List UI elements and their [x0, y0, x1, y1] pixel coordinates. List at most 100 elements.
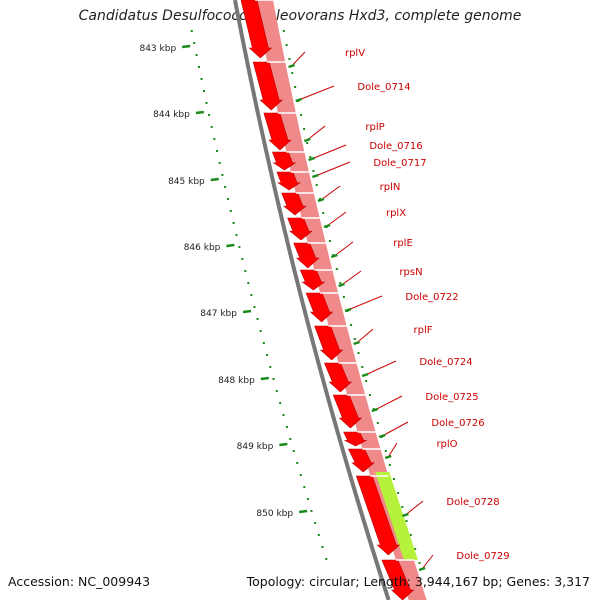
cds-arrow[interactable] [314, 325, 344, 361]
ruler-tick [279, 442, 288, 447]
ruler-tick-label: 849 kbp [237, 442, 274, 452]
ruler-dot [262, 342, 265, 344]
ruler-dot [279, 402, 282, 404]
ruler-dot-outer [328, 240, 331, 242]
ruler-dot [250, 294, 253, 296]
gene-label-leader [347, 295, 383, 311]
highlighted-gene[interactable] [375, 472, 418, 560]
ruler-dot [218, 162, 221, 164]
gene-label[interactable]: rplP [365, 122, 384, 133]
ruler-dot-outer [392, 478, 395, 480]
gene-marker-tick [402, 512, 409, 518]
ruler-tick [226, 243, 235, 248]
ruler-dot [224, 186, 227, 188]
gene-label-leader [364, 360, 397, 376]
gene-label-leader [320, 185, 341, 201]
ruler-dot [235, 234, 238, 236]
ruler-dot-outer [312, 170, 315, 172]
ruler-tick-label: 843 kbp [139, 44, 176, 54]
ruler-tick-label: 848 kbp [218, 376, 255, 386]
gene-marker-tick [344, 307, 352, 313]
cds-arrow[interactable] [281, 192, 307, 216]
gene-label[interactable]: Dole_0728 [446, 497, 499, 508]
ruler-dot [306, 498, 309, 500]
gene-label[interactable]: rpsN [399, 267, 422, 278]
cds-arrow[interactable] [305, 292, 334, 323]
gene-label[interactable]: rplE [393, 238, 413, 249]
ruler-tick [242, 309, 252, 314]
ruler-dot-outer [282, 30, 285, 32]
cds-arrow[interactable] [299, 269, 326, 291]
ruler-tick-label: 844 kbp [153, 110, 190, 120]
ruler-dot [266, 354, 269, 356]
accession-text: Accession: NC_009943 [8, 574, 151, 589]
ruler-dot [232, 222, 235, 224]
ruler-dot-outer [388, 464, 391, 466]
cds-arrow[interactable] [381, 559, 415, 600]
gene-label-leader [374, 395, 403, 411]
gene-marker-tick [288, 63, 296, 69]
ruler-dot [208, 114, 211, 116]
ruler-dot-outer [291, 72, 294, 74]
ruler-dot [292, 450, 295, 452]
ruler-dot [259, 330, 262, 332]
ruler-dot [269, 366, 272, 368]
ruler-dot-outer [409, 534, 412, 536]
ruler-dot [210, 126, 213, 128]
cds-arrow[interactable] [355, 475, 401, 556]
cds-arrow[interactable] [276, 171, 302, 191]
cds-arrow[interactable] [343, 431, 367, 447]
gene-marker-tick [311, 173, 319, 179]
gene-marker-tick [308, 156, 315, 162]
ruler-dot [190, 30, 193, 32]
ruler-dot-outer [361, 366, 364, 368]
cds-arrow[interactable] [240, 0, 273, 59]
ruler-dot [310, 510, 313, 512]
ruler-dot-outer [418, 562, 421, 564]
ruler-dot-outer [372, 408, 375, 410]
ruler-dot [202, 90, 205, 92]
gene-label[interactable]: rplF [414, 325, 433, 336]
cds-arrow[interactable] [348, 448, 376, 473]
gene-label[interactable]: Dole_0717 [373, 158, 426, 169]
gene-label-leader [405, 500, 424, 516]
gene-label[interactable]: Dole_0722 [405, 292, 458, 303]
gene-label[interactable]: rplX [386, 208, 406, 219]
gene-label[interactable]: Dole_0726 [431, 418, 484, 429]
gene-label[interactable]: rplO [436, 439, 457, 450]
gene-label[interactable]: Dole_0716 [369, 141, 422, 152]
cds-arrow[interactable] [271, 151, 297, 171]
gene-label[interactable]: rplN [380, 182, 401, 193]
gene-label[interactable]: Dole_0714 [357, 82, 410, 93]
cds-arrow[interactable] [252, 61, 284, 111]
cds-arrow[interactable] [263, 112, 292, 151]
ruler-dot [198, 66, 201, 68]
ruler-dot [213, 138, 216, 140]
gene-label[interactable]: rplV [345, 48, 365, 59]
ruler-dot [195, 54, 198, 56]
ruler-dot [289, 438, 292, 440]
gene-marker-tick [353, 340, 360, 346]
cds-arrow[interactable] [324, 362, 353, 393]
gene-marker-tick [371, 407, 379, 413]
ruler-dot [299, 474, 302, 476]
ruler-dot [238, 246, 241, 248]
ruler-dot [275, 390, 278, 392]
gene-label[interactable]: Dole_0729 [456, 551, 509, 562]
ruler-dot [229, 210, 232, 212]
ruler-dot-outer [384, 450, 387, 452]
cds-arrow[interactable] [293, 242, 320, 269]
ruler-dot-outer [342, 296, 345, 298]
ruler-tick-label: 845 kbp [168, 177, 205, 187]
cds-arrow[interactable] [332, 394, 363, 429]
cds-arrow[interactable] [287, 217, 313, 241]
gene-label-leader [334, 241, 354, 257]
ruler-dot [314, 522, 317, 524]
gene-label[interactable]: Dole_0725 [425, 392, 478, 403]
ruler-dot [317, 534, 320, 536]
ruler-dot-outer [414, 548, 417, 550]
gene-label[interactable]: Dole_0724 [419, 357, 472, 368]
gene-track-band [255, 0, 427, 600]
ruler-dot-outer [397, 492, 400, 494]
